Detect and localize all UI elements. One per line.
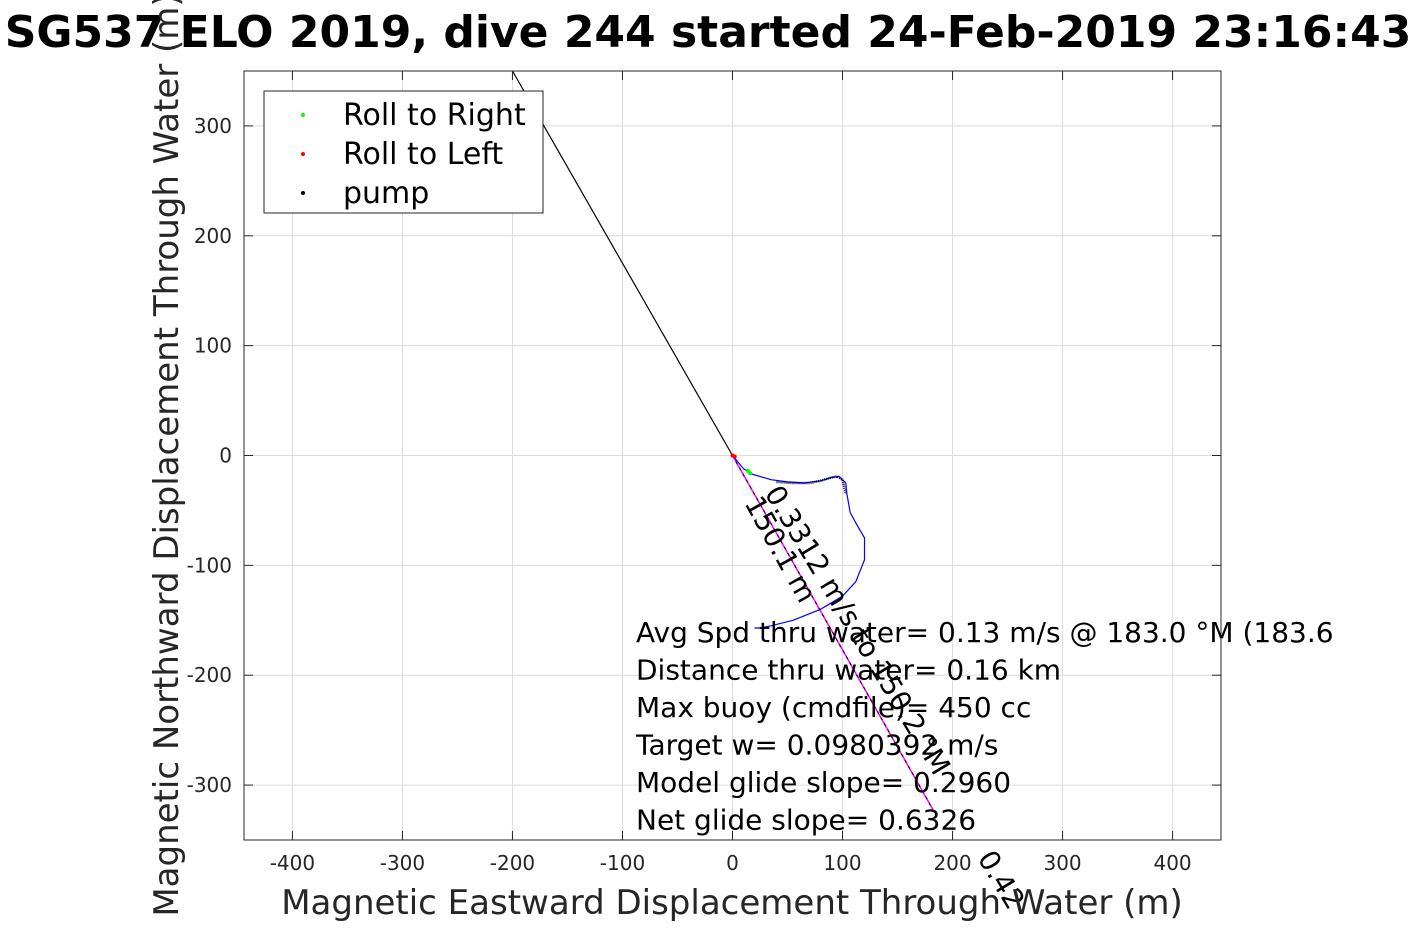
stats-annotation: Distance thru water= 0.16 km [636,654,1061,687]
stats-annotation: Model glide slope= 0.2960 [636,766,1011,799]
ticks: -400 -300 -200 -100 0 100 200 300 400 -300 -200 -10… [187,71,1221,875]
x-tick-label: 400 [1153,851,1191,875]
stats-annotation: Max buoy (cmdfile)= 450 cc [636,691,1031,724]
legend-entry: Roll to Left [343,137,503,172]
x-tick-label: 300 [1043,851,1081,875]
x-axis-label: Magnetic Eastward Displacement Through W… [281,883,1183,923]
chart-title: SG537 ELO 2019, dive 244 started 24-Feb-… [5,7,1412,58]
y-tick-label: 0 [219,444,232,468]
y-axis-label: Magnetic Northward Displacement Through … [147,0,187,917]
x-tick-label: -400 [270,851,315,875]
stats-annotation: Net glide slope= 0.6326 [636,804,976,837]
legend-marker [301,152,305,156]
annotations: Avg Spd thru water= 0.13 m/s @ 183.0 °M … [635,616,1334,837]
y-tick-label: 300 [194,114,232,138]
y-tick-label: -200 [187,663,232,687]
roll-left-point [732,454,737,459]
x-tick-label: 200 [933,851,971,875]
stats-annotation: Target w= 0.0980392 m/s [635,729,998,762]
x-tick-label: 100 [823,851,861,875]
pump-segment-line [776,475,848,495]
legend-box [263,90,544,214]
y-tick-label: 100 [194,334,232,358]
y-tick-label: 200 [194,224,232,248]
legend-entry: Roll to Right [343,98,526,133]
x-tick-label: -100 [600,851,645,875]
current-arrow-dash [732,455,934,810]
legend-entry: pump [343,176,429,211]
y-tick-label: -300 [187,773,232,797]
x-tick-label: -200 [490,851,535,875]
y-tick-label: -100 [187,553,232,577]
pump-line [511,70,734,456]
roll-right-point [748,471,753,476]
x-tick-label: -300 [380,851,425,875]
legend: Roll to Right Roll to Left pump [263,90,544,214]
legend-marker [301,113,305,117]
stats-annotation: Avg Spd thru water= 0.13 m/s @ 183.0 °M … [636,616,1334,649]
x-tick-label: 0 [726,851,739,875]
dive-track-line [732,455,866,629]
legend-marker [301,191,305,195]
